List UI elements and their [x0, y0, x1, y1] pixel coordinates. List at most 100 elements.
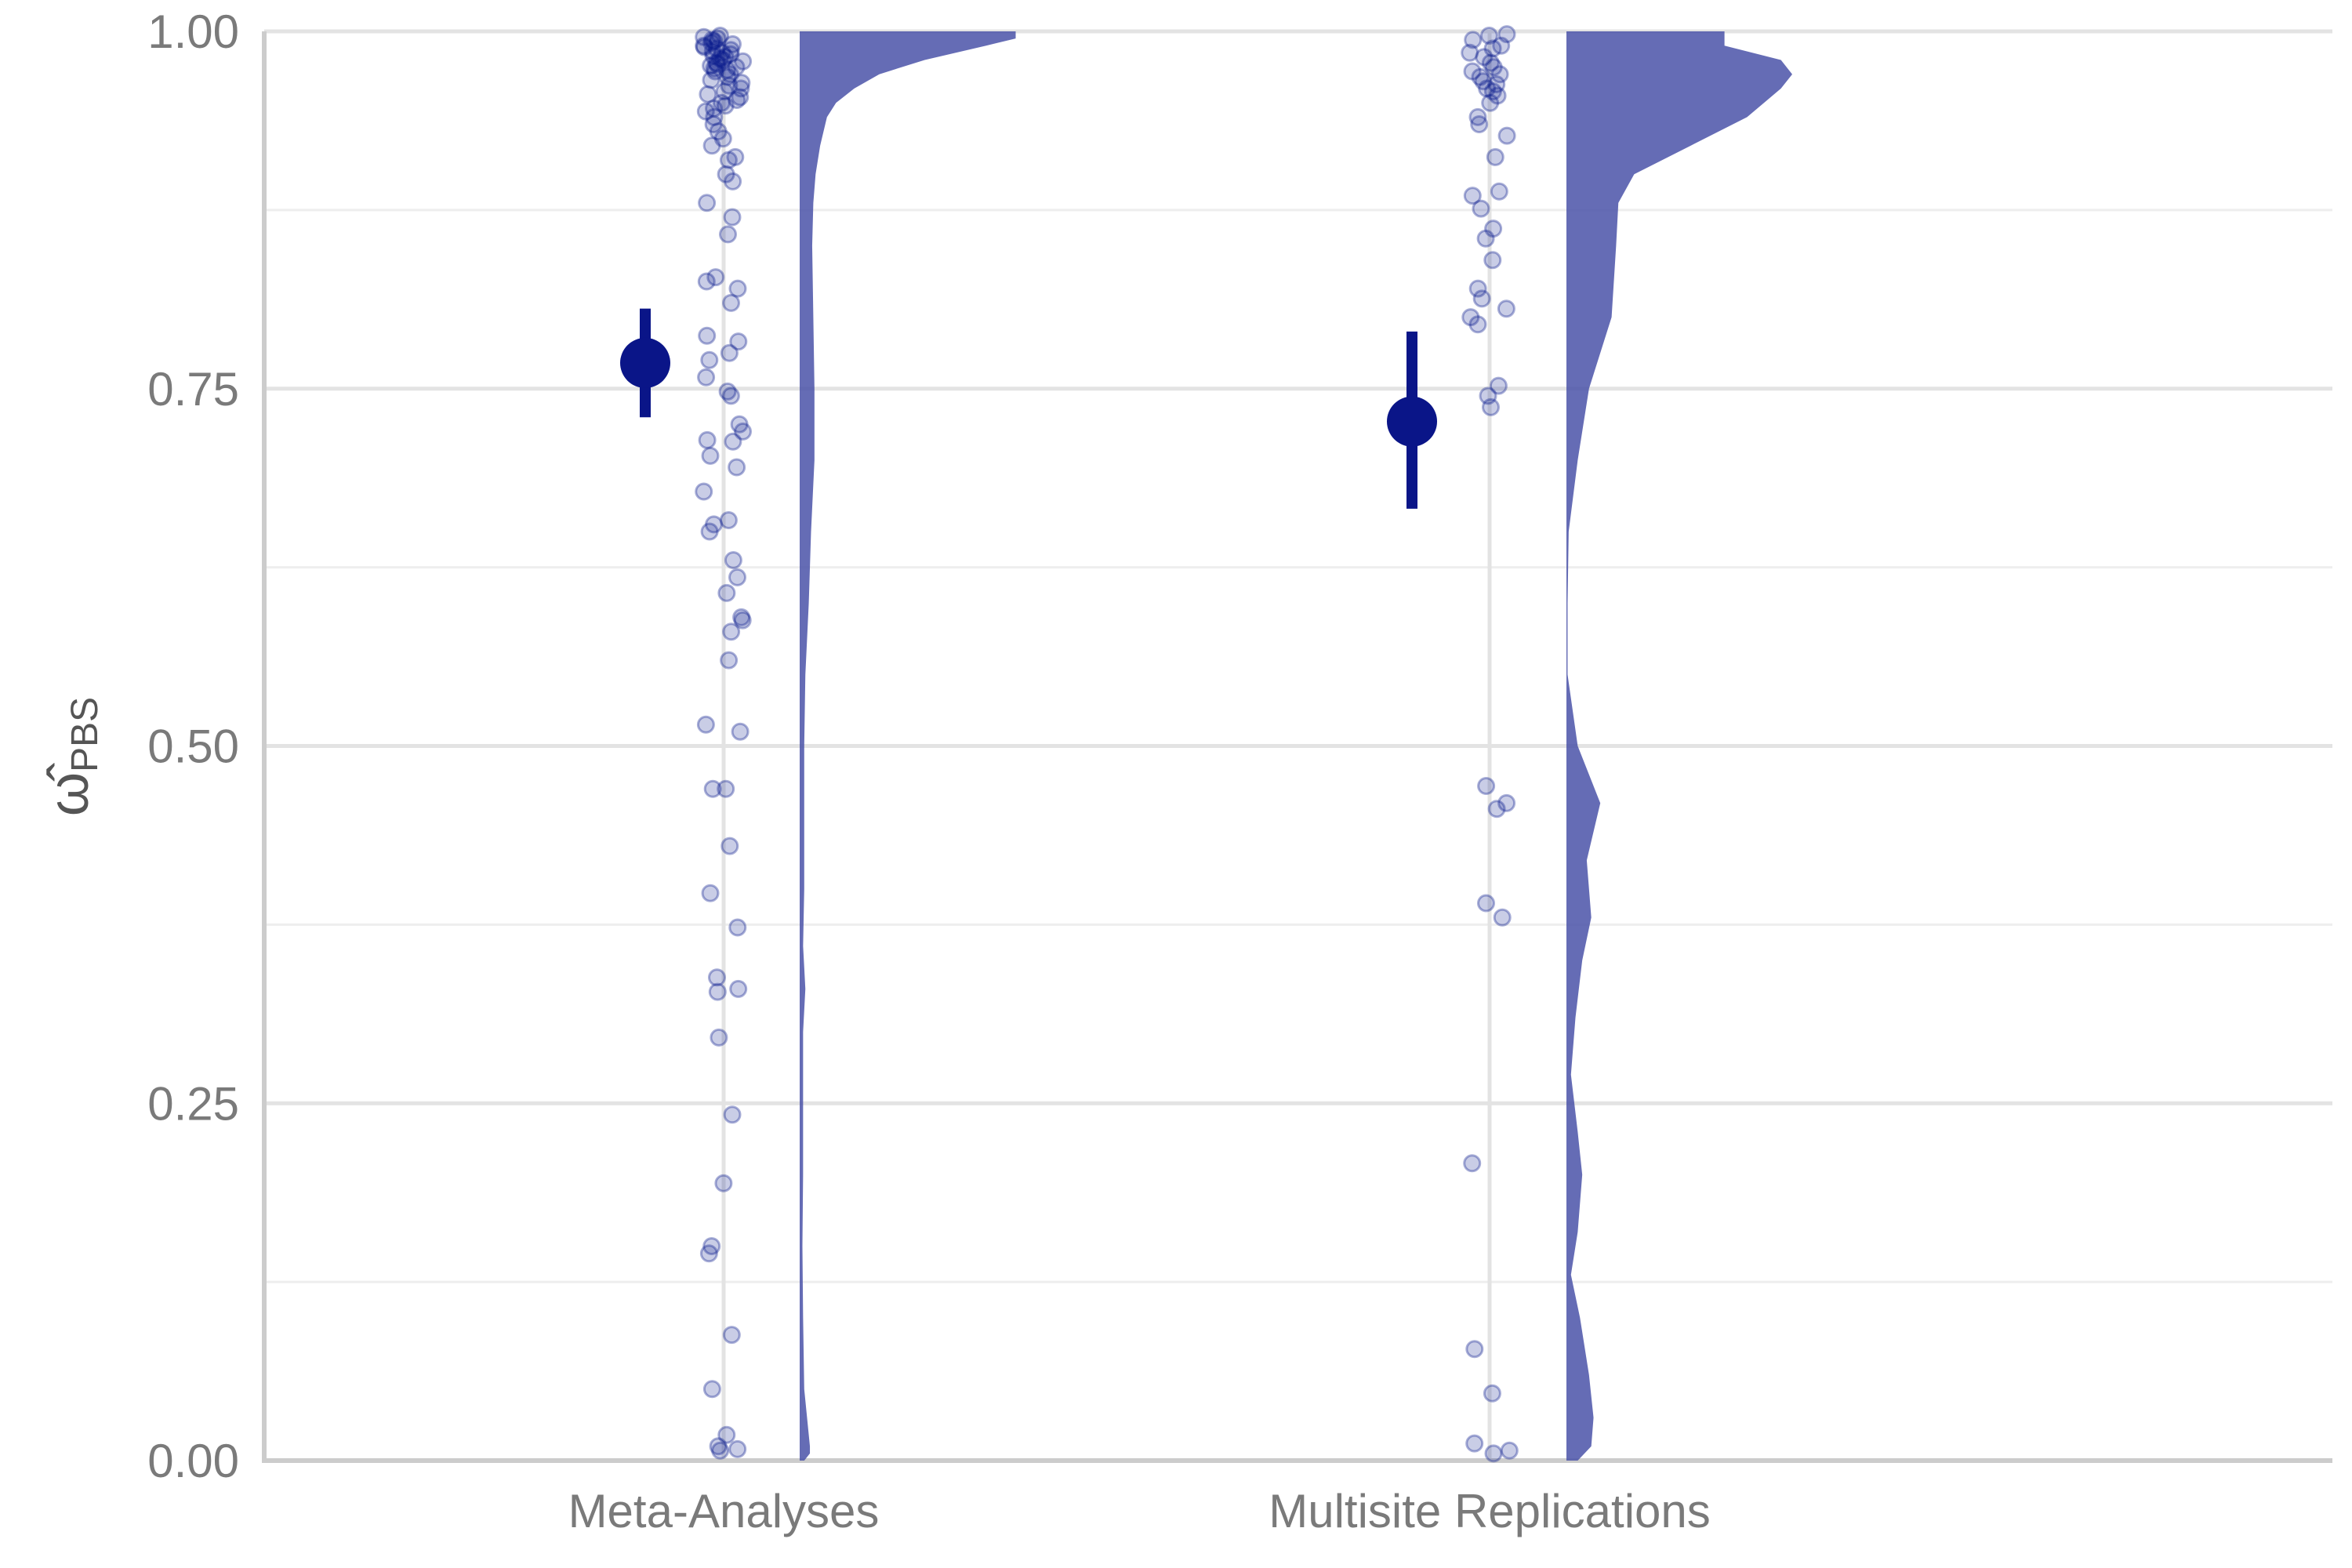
data-points	[695, 25, 1519, 1463]
data-point	[706, 268, 725, 287]
data-point	[724, 34, 742, 53]
y-tick-label: 0.50	[147, 720, 239, 773]
data-point	[703, 779, 722, 798]
density-halves	[800, 31, 1792, 1461]
data-point	[718, 382, 737, 401]
data-point	[696, 102, 715, 121]
y-tick-label: 0.25	[147, 1077, 239, 1130]
data-point	[705, 32, 724, 51]
data-point	[1465, 1340, 1484, 1359]
summary-point	[1387, 396, 1437, 447]
data-point	[721, 41, 740, 60]
data-point	[700, 350, 719, 369]
axes	[262, 31, 2332, 1463]
data-point	[1488, 86, 1507, 105]
data-point	[1487, 75, 1506, 93]
data-point	[724, 432, 742, 451]
data-point	[709, 1437, 728, 1456]
data-point	[703, 31, 721, 49]
data-point	[702, 56, 720, 75]
data-point	[1470, 115, 1489, 133]
data-point	[720, 65, 739, 84]
data-point	[1484, 58, 1503, 77]
data-point	[702, 136, 721, 155]
data-point	[1484, 1444, 1503, 1463]
data-point	[705, 107, 724, 126]
data-point	[700, 522, 719, 541]
data-point	[733, 611, 752, 630]
data-point	[720, 837, 739, 855]
data-point	[1477, 894, 1495, 913]
summary-point	[620, 337, 670, 388]
data-point	[722, 1326, 741, 1345]
data-point	[711, 49, 729, 68]
data-point	[713, 43, 731, 62]
data-point	[1461, 43, 1479, 62]
data-point	[1492, 36, 1511, 55]
data-point	[729, 332, 748, 351]
data-point	[698, 194, 717, 212]
x-tick-label: Meta-Analyses	[568, 1485, 880, 1537]
data-point	[728, 1439, 747, 1458]
data-point	[727, 58, 746, 77]
x-tick-label: Multisite Replications	[1269, 1485, 1711, 1537]
data-point	[1489, 376, 1508, 395]
data-point	[731, 79, 750, 98]
data-point	[697, 272, 716, 291]
data-point	[1478, 79, 1497, 98]
data-point	[707, 39, 726, 58]
data-point	[732, 74, 751, 93]
data-point	[1497, 25, 1516, 44]
data-point	[704, 115, 723, 133]
data-point	[701, 446, 720, 465]
data-point	[1468, 107, 1487, 126]
data-point	[707, 53, 726, 72]
data-point	[717, 583, 736, 602]
data-point	[1483, 251, 1502, 270]
data-point	[702, 71, 720, 89]
data-point	[1484, 220, 1503, 238]
data-point	[1481, 93, 1500, 112]
data-point	[709, 122, 728, 141]
data-point	[713, 51, 732, 69]
data-point	[699, 85, 717, 103]
y-axis-title-sub: PBS	[64, 697, 106, 772]
data-point	[715, 82, 734, 101]
data-point	[724, 551, 742, 569]
data-point	[1483, 39, 1502, 58]
data-point	[705, 99, 723, 118]
data-point	[1497, 793, 1516, 812]
data-point	[730, 415, 749, 434]
data-point	[706, 62, 724, 81]
data-point	[732, 608, 751, 626]
summary-estimates	[620, 308, 1437, 509]
data-point	[1481, 53, 1500, 72]
data-point	[695, 27, 713, 46]
data-point	[731, 88, 750, 107]
data-point	[731, 722, 750, 741]
data-point	[716, 48, 735, 67]
data-point	[1490, 65, 1509, 84]
data-point	[720, 76, 739, 95]
data-point	[722, 293, 740, 312]
data-point	[698, 430, 717, 449]
data-point	[729, 979, 748, 998]
data-point	[1468, 315, 1487, 334]
data-point	[1468, 279, 1487, 298]
data-point	[704, 46, 723, 65]
y-axis-title: ω̂PBS	[38, 697, 106, 816]
data-point	[724, 172, 742, 191]
data-point	[705, 59, 724, 78]
data-point	[734, 52, 753, 71]
data-point	[728, 918, 747, 937]
data-point	[717, 1425, 736, 1444]
data-point	[722, 622, 741, 641]
data-point	[723, 1105, 742, 1124]
data-point	[1463, 187, 1482, 205]
data-point	[1472, 289, 1491, 308]
x-tick-labels: Meta-Analyses Multisite Replications	[568, 1485, 1711, 1537]
data-point	[714, 1174, 733, 1192]
data-point	[1483, 1384, 1501, 1403]
data-point	[1464, 31, 1483, 49]
